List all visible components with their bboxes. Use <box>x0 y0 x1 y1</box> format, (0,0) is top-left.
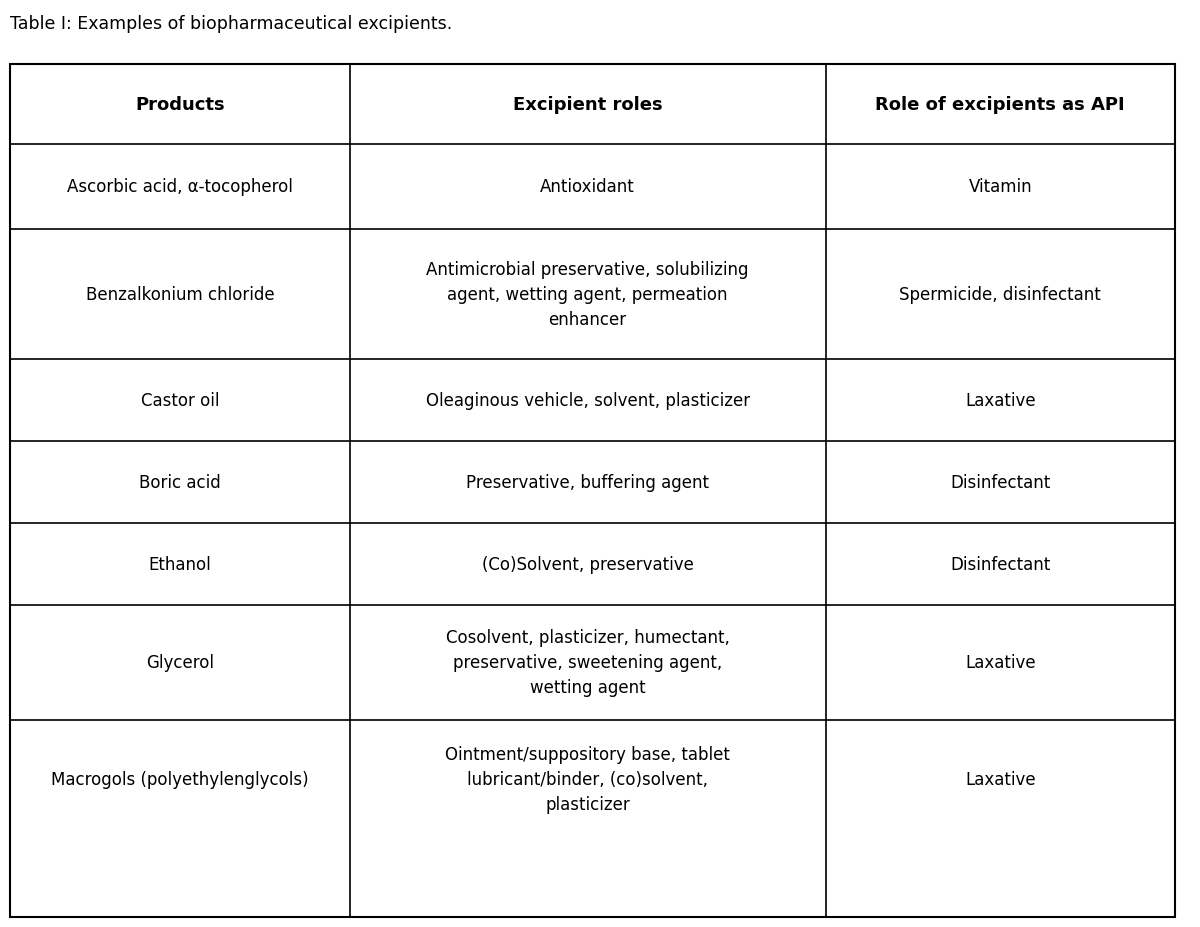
Text: Disinfectant: Disinfectant <box>950 474 1050 491</box>
Text: Antioxidant: Antioxidant <box>540 178 635 197</box>
Text: Castor oil: Castor oil <box>140 391 220 410</box>
Text: Laxative: Laxative <box>965 770 1036 788</box>
Text: Spermicide, disinfectant: Spermicide, disinfectant <box>899 286 1102 304</box>
Text: Benzalkonium chloride: Benzalkonium chloride <box>85 286 275 304</box>
Text: Ethanol: Ethanol <box>149 555 211 574</box>
Text: Glycerol: Glycerol <box>146 654 214 672</box>
Text: Antimicrobial preservative, solubilizing
agent, wetting agent, permeation
enhanc: Antimicrobial preservative, solubilizing… <box>426 260 749 329</box>
Text: Cosolvent, plasticizer, humectant,
preservative, sweetening agent,
wetting agent: Cosolvent, plasticizer, humectant, prese… <box>445 629 730 697</box>
Text: Preservative, buffering agent: Preservative, buffering agent <box>466 474 709 491</box>
Text: Boric acid: Boric acid <box>139 474 221 491</box>
Text: (Co)Solvent, preservative: (Co)Solvent, preservative <box>481 555 694 574</box>
Text: Table I: Examples of biopharmaceutical excipients.: Table I: Examples of biopharmaceutical e… <box>10 15 452 33</box>
Text: Role of excipients as API: Role of excipients as API <box>876 95 1126 114</box>
Text: Oleaginous vehicle, solvent, plasticizer: Oleaginous vehicle, solvent, plasticizer <box>426 391 750 410</box>
Text: Disinfectant: Disinfectant <box>950 555 1050 574</box>
Text: Ointment/suppository base, tablet
lubricant/binder, (co)solvent,
plasticizer: Ointment/suppository base, tablet lubric… <box>445 745 730 813</box>
Text: Vitamin: Vitamin <box>968 178 1032 197</box>
Text: Laxative: Laxative <box>965 654 1036 672</box>
Text: Macrogols (polyethylenglycols): Macrogols (polyethylenglycols) <box>52 770 308 788</box>
Text: Ascorbic acid, α-tocopherol: Ascorbic acid, α-tocopherol <box>67 178 293 197</box>
Text: Products: Products <box>136 95 224 114</box>
Text: Laxative: Laxative <box>965 391 1036 410</box>
Text: Excipient roles: Excipient roles <box>512 95 662 114</box>
